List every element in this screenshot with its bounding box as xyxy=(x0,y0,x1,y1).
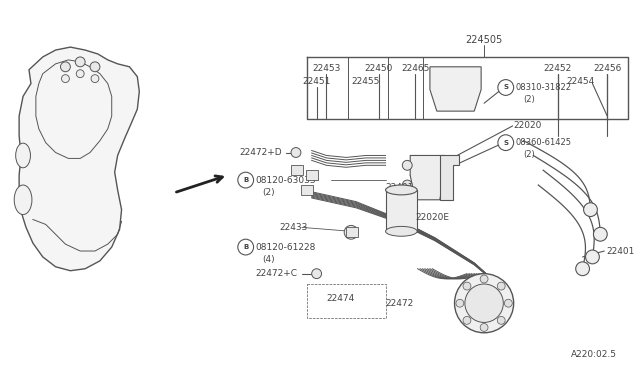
Text: 22472: 22472 xyxy=(385,299,414,308)
Circle shape xyxy=(497,282,505,290)
Circle shape xyxy=(76,70,84,78)
Text: 22020E: 22020E xyxy=(415,213,449,222)
Circle shape xyxy=(91,75,99,83)
Circle shape xyxy=(312,269,321,279)
Text: 08310-31822: 08310-31822 xyxy=(516,83,572,92)
Text: (2): (2) xyxy=(524,95,535,104)
Circle shape xyxy=(463,282,471,290)
Text: A220:02.5: A220:02.5 xyxy=(571,350,617,359)
Text: 22472+C: 22472+C xyxy=(255,269,298,278)
Bar xyxy=(385,190,417,231)
Circle shape xyxy=(465,284,503,323)
Text: 22401: 22401 xyxy=(606,247,635,256)
Circle shape xyxy=(576,262,589,276)
Bar xyxy=(306,170,317,180)
Text: B: B xyxy=(243,244,248,250)
Text: 22456: 22456 xyxy=(593,64,621,73)
Polygon shape xyxy=(430,67,481,111)
Text: 22454: 22454 xyxy=(566,77,595,86)
Text: 224505: 224505 xyxy=(465,35,502,45)
Circle shape xyxy=(344,225,358,239)
Circle shape xyxy=(238,239,253,255)
Circle shape xyxy=(498,135,514,151)
Ellipse shape xyxy=(385,185,417,195)
Text: B: B xyxy=(243,177,248,183)
Circle shape xyxy=(504,299,512,307)
Text: S: S xyxy=(503,140,508,146)
Text: 22472+D: 22472+D xyxy=(240,148,282,157)
Text: 22452: 22452 xyxy=(544,64,572,73)
Text: 22433: 22433 xyxy=(279,223,308,232)
Text: 22450: 22450 xyxy=(365,64,393,73)
Ellipse shape xyxy=(385,227,417,236)
Text: 22020: 22020 xyxy=(514,121,542,131)
Circle shape xyxy=(238,172,253,188)
Text: 22455: 22455 xyxy=(352,77,380,86)
Text: 22465: 22465 xyxy=(401,64,429,73)
Circle shape xyxy=(454,274,514,333)
Text: 22401: 22401 xyxy=(385,183,414,192)
Bar xyxy=(291,165,303,175)
Circle shape xyxy=(586,250,599,264)
Text: (4): (4) xyxy=(262,256,275,264)
Text: (2): (2) xyxy=(524,150,535,159)
Circle shape xyxy=(497,317,505,324)
Circle shape xyxy=(403,160,412,170)
Text: 08120-63033: 08120-63033 xyxy=(255,176,316,185)
Circle shape xyxy=(593,227,607,241)
Circle shape xyxy=(443,181,451,189)
Circle shape xyxy=(463,317,471,324)
Circle shape xyxy=(61,75,69,83)
Circle shape xyxy=(403,180,412,190)
Text: 22453: 22453 xyxy=(312,64,340,73)
Circle shape xyxy=(291,148,301,157)
Text: S: S xyxy=(503,84,508,90)
Bar xyxy=(346,227,358,237)
Circle shape xyxy=(456,299,464,307)
Bar xyxy=(301,185,313,195)
Text: (2): (2) xyxy=(262,188,275,198)
Circle shape xyxy=(584,203,597,217)
Polygon shape xyxy=(440,155,460,200)
Circle shape xyxy=(480,324,488,331)
Text: 22451: 22451 xyxy=(303,77,331,86)
Circle shape xyxy=(443,161,451,169)
Text: 22474: 22474 xyxy=(326,294,355,303)
Circle shape xyxy=(480,275,488,283)
Polygon shape xyxy=(19,47,140,271)
Polygon shape xyxy=(410,155,445,200)
Circle shape xyxy=(61,62,70,72)
Text: 08360-61425: 08360-61425 xyxy=(516,138,572,147)
Circle shape xyxy=(76,57,85,67)
Circle shape xyxy=(90,62,100,72)
Ellipse shape xyxy=(15,143,31,168)
Text: 08120-61228: 08120-61228 xyxy=(255,243,316,251)
Ellipse shape xyxy=(14,185,32,215)
Circle shape xyxy=(498,80,514,95)
